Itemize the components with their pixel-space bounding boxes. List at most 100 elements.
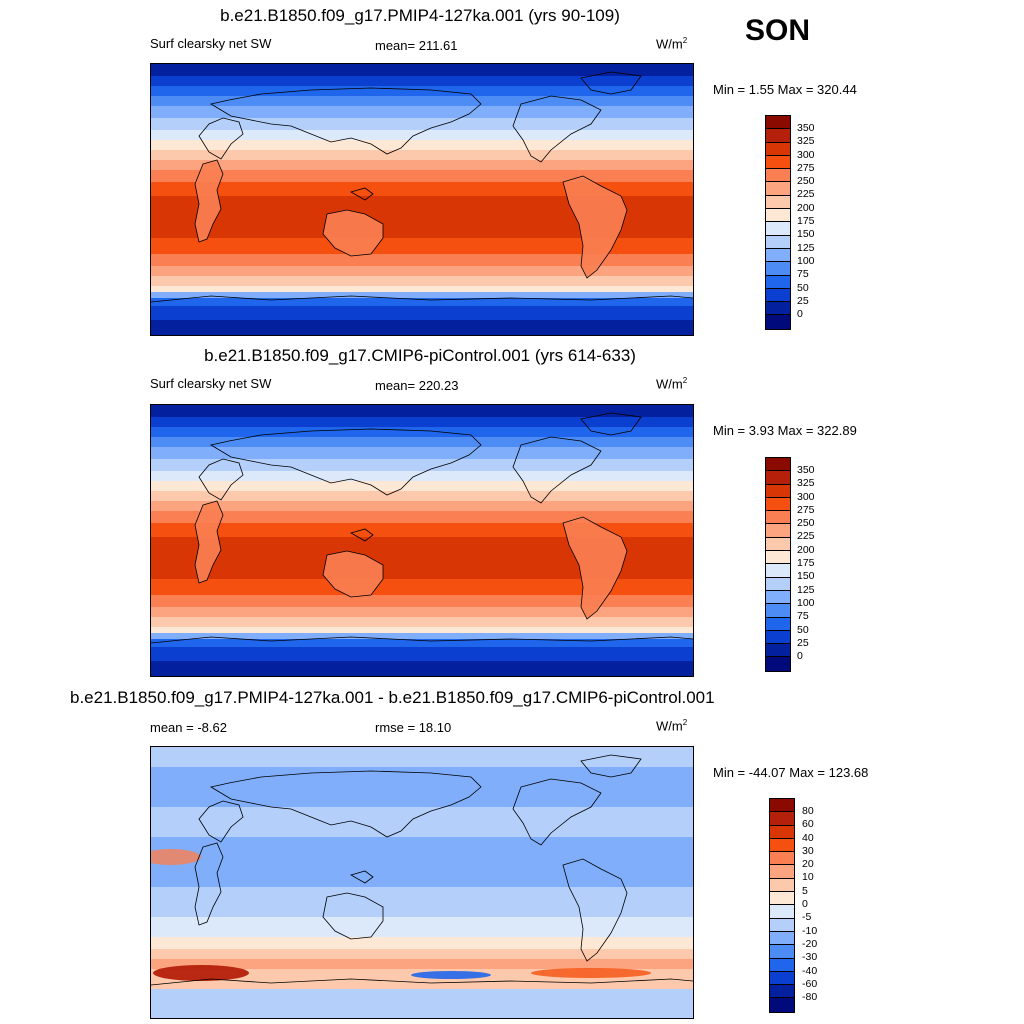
- colorbar-segment: [766, 458, 790, 472]
- panel-1-variable-label: Surf clearsky net SW: [150, 36, 272, 51]
- colorbar-tick-label: 175: [797, 215, 815, 228]
- colorbar-segment: [766, 590, 790, 605]
- colorbar-tick-label: 80: [802, 805, 814, 817]
- panel-1-minmax: Min = 1.55 Max = 320.44: [713, 82, 857, 97]
- panel-3-minmax: Min = -44.07 Max = 123.68: [713, 765, 869, 780]
- colorbar-tick-label: 150: [797, 570, 815, 583]
- colorbar-segment: [770, 838, 794, 853]
- panel-3-mean-label: mean = -8.62: [150, 720, 227, 735]
- colorbar-segment: [766, 537, 790, 552]
- colorbar-segment: [766, 577, 790, 591]
- colorbar-tick-label: 40: [802, 831, 814, 844]
- colorbar-segment: [766, 617, 790, 631]
- panel-2-colorbar-labels: 350 325 300 275 250 225 200 175 150 125 100 75 50 25 0: [797, 464, 815, 663]
- panel-2-map: [150, 404, 694, 677]
- panel-3-title: b.e21.B1850.f09_g17.PMIP4-127ka.001 - b.…: [70, 688, 715, 707]
- colorbar-tick-label: 50: [797, 281, 809, 294]
- colorbar-segment: [766, 644, 790, 658]
- panel-3-colorbar: [769, 798, 795, 1013]
- colorbar-segment: [766, 630, 790, 645]
- colorbar-tick-label: 125: [797, 241, 815, 254]
- colorbar-segment: [766, 564, 790, 578]
- colorbar-segment: [770, 825, 794, 839]
- colorbar-tick-label: 325: [797, 477, 815, 490]
- colorbar-tick-label: 225: [797, 188, 815, 201]
- colorbar-tick-label: 300: [797, 490, 815, 503]
- colorbar-segment: [766, 484, 790, 498]
- colorbar-segment: [766, 497, 790, 512]
- colorbar-tick-label: 175: [797, 557, 815, 570]
- colorbar-tick-label: -80: [802, 991, 818, 1004]
- colorbar-segment: [770, 892, 794, 906]
- colorbar-segment: [766, 169, 790, 183]
- colorbar-segment: [766, 262, 790, 276]
- panel-1-title: b.e21.B1850.f09_g17.PMIP4-127ka.001 (yrs…: [220, 6, 620, 25]
- colorbar-tick-label: 125: [797, 583, 815, 596]
- colorbar-tick-label: 275: [797, 161, 815, 174]
- panel-2-units: W/m2: [656, 376, 688, 392]
- colorbar-segment: [766, 302, 790, 316]
- colorbar-tick-label: -5: [802, 911, 812, 924]
- colorbar-segment: [770, 998, 794, 1012]
- panel-2-minmax: Min = 3.93 Max = 322.89: [713, 423, 857, 438]
- colorbar-segment: [770, 865, 794, 879]
- colorbar-segment: [766, 155, 790, 170]
- colorbar-segment: [770, 931, 794, 946]
- colorbar-tick-label: -30: [802, 951, 818, 964]
- colorbar-tick-label: 350: [797, 122, 815, 134]
- colorbar-segment: [766, 222, 790, 236]
- colorbar-segment: [766, 248, 790, 263]
- colorbar-segment: [766, 195, 790, 210]
- colorbar-tick-label: 50: [797, 623, 809, 636]
- colorbar-tick-label: 75: [797, 610, 809, 623]
- colorbar-tick-label: -40: [802, 964, 818, 977]
- colorbar-tick-label: 20: [802, 858, 814, 871]
- colorbar-segment: [770, 905, 794, 919]
- colorbar-segment: [766, 209, 790, 223]
- colorbar-segment: [766, 288, 790, 303]
- colorbar-tick-label: -20: [802, 937, 818, 950]
- colorbar-tick-label: 300: [797, 148, 815, 161]
- panel-1-colorbar-labels: 350 325 300 275 250 225 200 175 150 125 100 75 50 25 0: [797, 122, 815, 321]
- season-label: SON: [745, 14, 811, 47]
- colorbar-tick-label: 25: [797, 294, 809, 307]
- colorbar-segment: [770, 878, 794, 893]
- colorbar-tick-label: 275: [797, 503, 815, 516]
- colorbar-tick-label: 75: [797, 268, 809, 281]
- colorbar-segment: [766, 524, 790, 538]
- colorbar-tick-label: 250: [797, 517, 815, 530]
- colorbar-tick-label: 250: [797, 175, 815, 188]
- colorbar-segment: [766, 657, 790, 671]
- panel-1-colorbar: [765, 115, 791, 330]
- colorbar-segment: [770, 799, 794, 813]
- colorbar-tick-label: 0: [797, 650, 803, 663]
- colorbar-segment: [770, 918, 794, 932]
- colorbar-tick-label: 100: [797, 596, 815, 609]
- colorbar-segment: [770, 958, 794, 972]
- colorbar-tick-label: 200: [797, 543, 815, 556]
- colorbar-tick-label: 100: [797, 254, 815, 267]
- colorbar-segment: [766, 315, 790, 329]
- colorbar-tick-label: 30: [802, 844, 814, 857]
- colorbar-tick-label: 25: [797, 636, 809, 649]
- colorbar-tick-label: 5: [802, 884, 808, 897]
- colorbar-segment: [766, 604, 790, 618]
- colorbar-tick-label: 225: [797, 530, 815, 543]
- colorbar-tick-label: 200: [797, 201, 815, 214]
- colorbar-segment: [766, 275, 790, 289]
- panel-3-units: W/m2: [656, 718, 688, 734]
- panel-3-rmse-label: rmse = 18.10: [375, 720, 452, 735]
- colorbar-segment: [766, 511, 790, 525]
- colorbar-tick-label: 0: [797, 308, 803, 321]
- panel-2-colorbar: [765, 457, 791, 672]
- colorbar-segment: [770, 985, 794, 999]
- colorbar-segment: [770, 971, 794, 986]
- colorbar-segment: [770, 812, 794, 826]
- colorbar-segment: [766, 471, 790, 485]
- colorbar-tick-label: 325: [797, 135, 815, 148]
- colorbar-tick-label: -10: [802, 924, 818, 937]
- colorbar-segment: [770, 945, 794, 959]
- panel-2-mean-label: mean= 220.23: [375, 378, 459, 393]
- colorbar-tick-label: 60: [802, 818, 814, 831]
- colorbar-segment: [770, 852, 794, 866]
